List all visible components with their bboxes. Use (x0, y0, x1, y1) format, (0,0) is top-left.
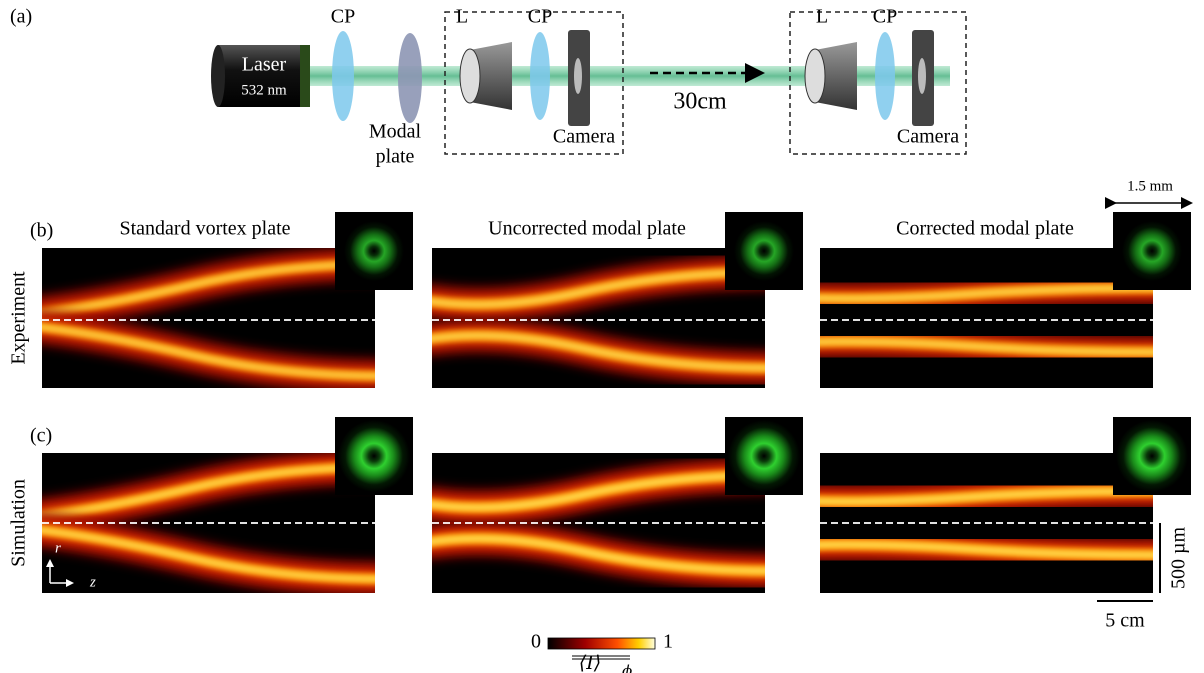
laser-wavelength: 532 nm (241, 82, 287, 98)
beam-lobes (432, 255, 765, 385)
row-label: Experiment (8, 271, 30, 365)
column-title: Standard vortex plate (119, 218, 290, 240)
beam-lobes (820, 271, 1153, 369)
column-title: Uncorrected modal plate (488, 218, 686, 240)
colorbar (547, 637, 656, 650)
cp-label: CP (331, 6, 355, 28)
colorbar-label: ⟨I⟩ (579, 652, 601, 673)
panel-label: (b) (30, 220, 53, 242)
intensity-maps (42, 212, 1191, 593)
cp-label: CP (528, 6, 552, 28)
z-arrow (66, 579, 74, 587)
laser (211, 45, 310, 107)
beam-lobe (820, 542, 1153, 558)
circular-polarizer (875, 32, 895, 120)
detection-box (789, 11, 967, 155)
r-arrow (46, 559, 54, 567)
inset-ring (1122, 221, 1182, 281)
beam-lobe (42, 464, 375, 518)
laser-label: Laser (242, 54, 287, 76)
colorbar-subscript: ϕ (622, 662, 632, 673)
circular-polarizer (530, 32, 550, 120)
beam-lobe (432, 536, 765, 574)
beam-lobes (820, 474, 1153, 572)
column-title: Corrected modal plate (896, 218, 1074, 240)
camera-label: Camera (897, 126, 959, 148)
colorbar-max: 1 (663, 631, 673, 653)
beam-lobe (432, 333, 765, 371)
inset-ring (338, 420, 410, 492)
beam-lobe (42, 325, 375, 379)
row-label: Simulation (8, 479, 30, 567)
inset-ring (1116, 420, 1188, 492)
camera-label: Camera (553, 126, 615, 148)
beam-lobe (42, 261, 375, 315)
r-scale-label: 500 µm (1168, 527, 1190, 590)
r-label: r (55, 540, 61, 556)
cp-label: CP (873, 6, 897, 28)
distance-label: 30cm (673, 89, 727, 115)
beam-lobes (42, 453, 375, 593)
modal-plate (398, 33, 422, 123)
beam-lobes (432, 458, 765, 588)
beam-lobes (42, 248, 375, 388)
lens-label: L (456, 6, 468, 28)
z-scale-label: 5 cm (1105, 610, 1145, 632)
panel-label: (a) (10, 6, 32, 28)
modal-plate-label: Modal (369, 121, 422, 143)
lens-label: L (816, 6, 828, 28)
circular-polarizer (332, 31, 354, 121)
inset-ring (344, 221, 404, 281)
beam-lobe (42, 528, 375, 582)
z-label: z (89, 574, 96, 590)
beam-lobe (820, 285, 1153, 301)
beam-lobe (432, 269, 765, 307)
inset-ring (728, 420, 800, 492)
colorbar-min: 0 (531, 631, 541, 653)
panel-label: (c) (30, 425, 52, 447)
inset-scale-label: 1.5 mm (1127, 178, 1173, 194)
modal-plate-label: plate (376, 146, 415, 168)
beam-lobe (820, 488, 1153, 504)
beam-lobe (432, 472, 765, 510)
inset-ring (734, 221, 794, 281)
objective-lens (459, 42, 857, 110)
detection-box (444, 11, 624, 155)
beam-lobe (820, 339, 1153, 355)
camera (568, 30, 934, 126)
